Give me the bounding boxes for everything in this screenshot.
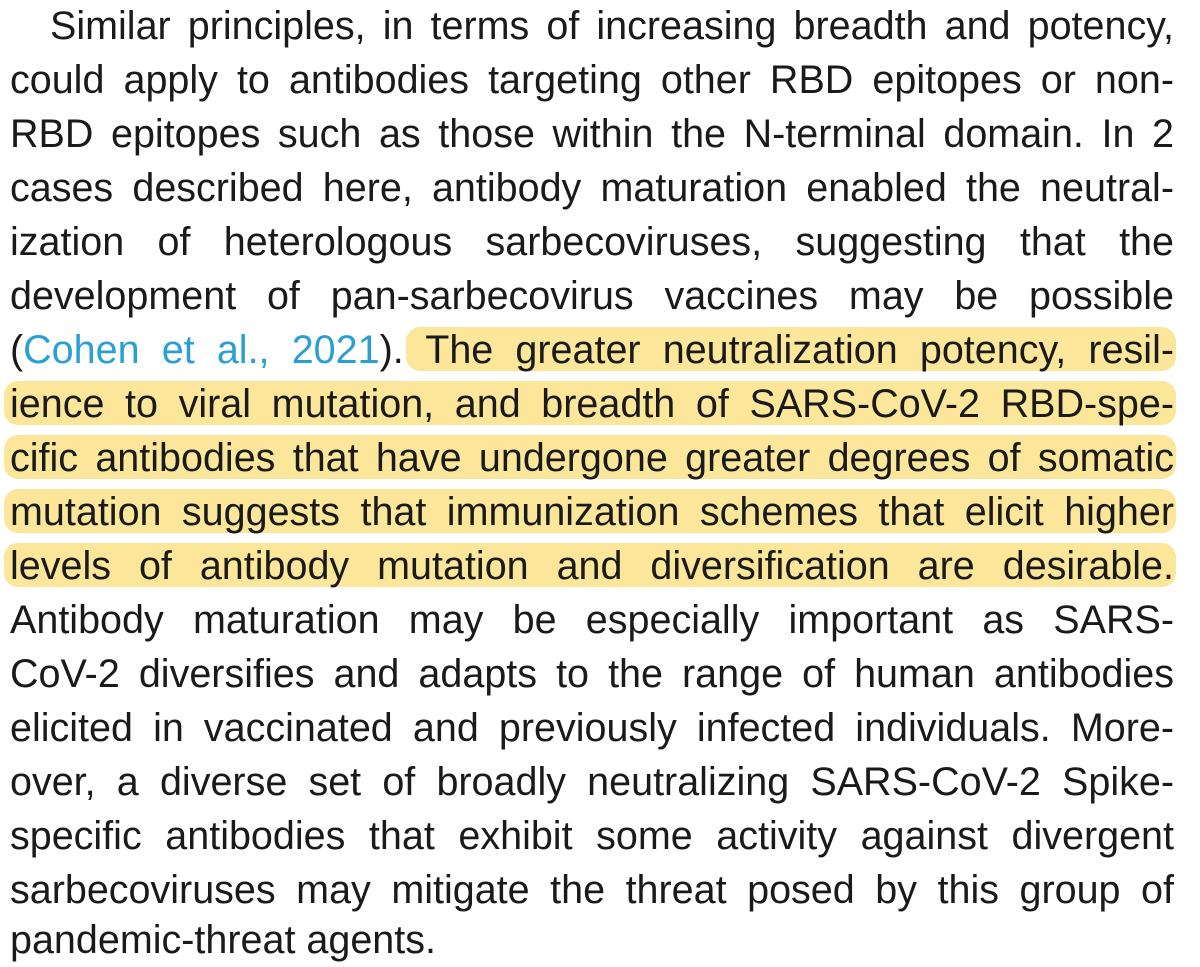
- highlighted-line: cific antibodies that have undergone gre…: [10, 436, 1174, 480]
- text-line: RBD epitopes such as those within the N-…: [10, 112, 1174, 156]
- highlighted-line: levels of antibody mutation and diversif…: [10, 544, 1174, 588]
- highlight-band: [406, 327, 1176, 371]
- highlight-band: [4, 381, 1176, 425]
- text-line: development of pan-sarbecovirus vaccines…: [10, 274, 1174, 318]
- close-paren: ).: [379, 328, 404, 372]
- text-line: Similar principles, in terms of increasi…: [50, 4, 1174, 48]
- text-line: pandemic-threat agents.: [10, 918, 436, 962]
- text-line: cases described here, antibody maturatio…: [10, 166, 1174, 210]
- text-line: specific antibodies that exhibit some ac…: [10, 814, 1174, 858]
- text-line: Antibody maturation may be especially im…: [10, 598, 1174, 642]
- highlight-band: [4, 543, 1176, 587]
- text-line: ization of heterologous sarbecoviruses, …: [10, 220, 1174, 264]
- highlighted-line: ience to viral mutation, and breadth of …: [10, 382, 1174, 426]
- open-paren: (: [10, 328, 24, 372]
- highlighted-line: mutation suggests that immunization sche…: [10, 490, 1174, 534]
- text-line: could apply to antibodies targeting othe…: [10, 58, 1174, 102]
- text-line-with-citation: (Cohen et al., 2021). The greater neutra…: [10, 323, 1174, 377]
- text-line: sarbecoviruses may mitigate the threat p…: [10, 868, 1174, 912]
- text-line: CoV-2 diversifies and adapts to the rang…: [10, 652, 1174, 696]
- text-line: elicited in vaccinated and previously in…: [10, 706, 1174, 750]
- text-line: over, a diverse set of broadly neutraliz…: [10, 760, 1174, 804]
- highlighted-text: The greater neutralization potency, resi…: [425, 328, 1175, 372]
- citation-link[interactable]: Cohen et al., 2021: [23, 328, 380, 372]
- highlight-band: [4, 489, 1176, 533]
- highlight-band: [4, 435, 1176, 479]
